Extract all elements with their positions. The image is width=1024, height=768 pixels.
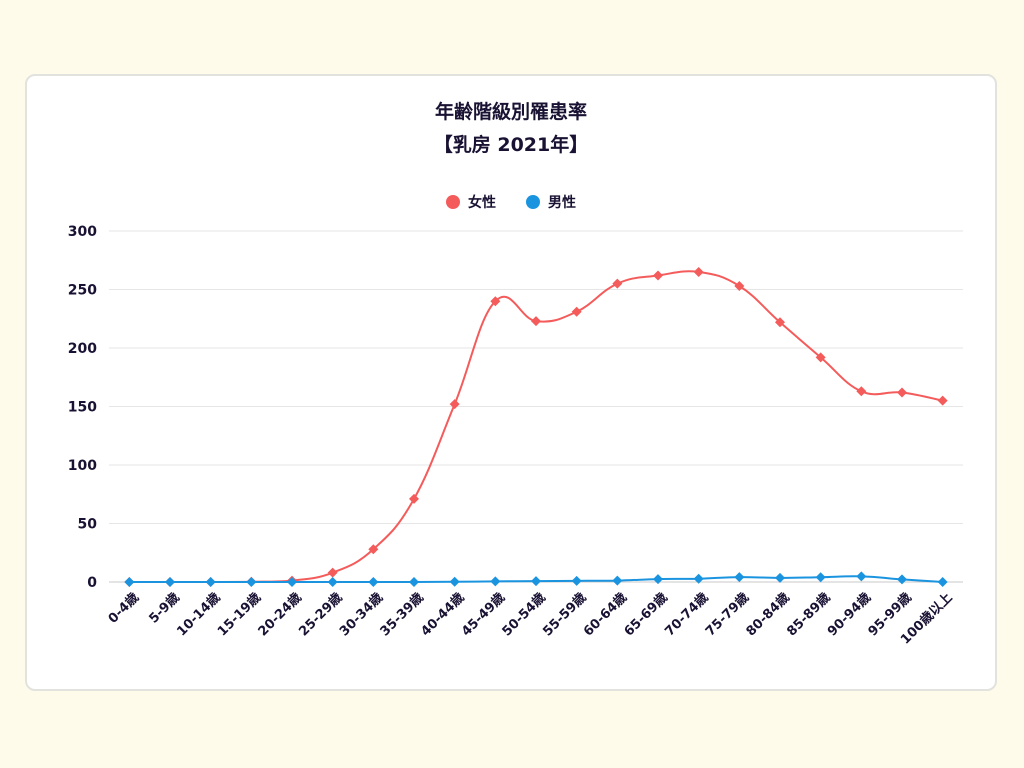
chart-title-line-1: 年齢階級別罹患率 bbox=[434, 101, 587, 123]
data-point-female bbox=[409, 493, 419, 504]
data-point-male bbox=[531, 576, 541, 587]
x-tick-label: 60-64歳 bbox=[580, 590, 630, 640]
x-tick-label: 20-24歳 bbox=[255, 590, 305, 640]
data-point-female bbox=[490, 296, 501, 307]
data-point-male bbox=[815, 572, 826, 583]
chart-legend: 女性 男性 bbox=[27, 192, 995, 212]
data-point-female bbox=[815, 352, 826, 363]
data-point-female bbox=[775, 317, 785, 328]
x-tick-label: 0-4歳 bbox=[105, 590, 142, 627]
y-tick-label: 0 bbox=[87, 575, 97, 591]
x-tick-label: 65-69歳 bbox=[621, 590, 671, 640]
data-point-female bbox=[368, 544, 379, 555]
chart-title-line-2: 【乳房 2021年】 bbox=[433, 134, 589, 156]
y-tick-label: 300 bbox=[68, 224, 97, 240]
data-point-male bbox=[856, 571, 867, 582]
x-tick-label: 50-54歳 bbox=[499, 590, 549, 640]
data-point-male bbox=[409, 577, 419, 587]
line-chart: 0 50 100 150 200 250 300 0-4歳 5-9歳10-14歳15-19歳20… bbox=[68, 224, 963, 648]
x-tick-label: 45-49歳 bbox=[458, 590, 508, 640]
data-point-female bbox=[734, 280, 745, 291]
chart-card: 年齢階級別罹患率 【乳房 2021年】 女性 男性 0 50 100 150 200 25… bbox=[25, 74, 997, 691]
data-point-male bbox=[327, 577, 338, 587]
data-point-female bbox=[612, 278, 623, 289]
data-point-male bbox=[449, 576, 460, 587]
x-tick-label: 5-9歳 bbox=[146, 590, 183, 627]
data-point-male bbox=[490, 576, 501, 587]
x-tick-label: 90-94歳 bbox=[824, 590, 874, 640]
data-point-male bbox=[165, 577, 175, 587]
data-point-female bbox=[653, 270, 663, 281]
legend-item-male[interactable]: 男性 bbox=[526, 192, 576, 212]
data-point-male bbox=[124, 577, 135, 587]
x-tick-label: 10-14歳 bbox=[174, 590, 224, 640]
data-point-male bbox=[205, 577, 216, 587]
x-tick-label: 85-89歳 bbox=[784, 590, 834, 640]
legend-marker-female bbox=[446, 195, 460, 209]
x-tick-label: 35-39歳 bbox=[377, 590, 427, 640]
x-tick-label: 40-44歳 bbox=[418, 590, 468, 640]
data-point-male bbox=[246, 577, 257, 587]
x-tick-label: 30-34歳 bbox=[336, 590, 386, 640]
data-point-male bbox=[653, 574, 663, 585]
data-point-female bbox=[449, 399, 460, 410]
data-point-female bbox=[937, 395, 948, 406]
data-point-female bbox=[571, 306, 582, 317]
data-point-female bbox=[897, 387, 907, 398]
y-tick-label: 250 bbox=[68, 283, 97, 299]
y-tick-label: 50 bbox=[78, 517, 98, 533]
x-tick-label: 70-74歳 bbox=[662, 590, 712, 640]
data-point-male bbox=[734, 572, 745, 583]
data-point-male bbox=[571, 575, 582, 586]
x-tick-label: 55-59歳 bbox=[540, 590, 590, 640]
legend-label-female: 女性 bbox=[468, 195, 496, 211]
data-point-male bbox=[368, 577, 379, 587]
data-point-male bbox=[693, 573, 704, 584]
legend-item-female[interactable]: 女性 bbox=[446, 192, 496, 212]
legend-marker-male bbox=[526, 195, 540, 209]
data-point-male bbox=[775, 572, 785, 583]
data-point-female bbox=[856, 386, 867, 397]
y-tick-label: 100 bbox=[68, 458, 97, 474]
legend-label-male: 男性 bbox=[548, 195, 576, 211]
data-point-female bbox=[327, 567, 338, 578]
data-point-male bbox=[287, 577, 297, 587]
x-tick-label: 15-19歳 bbox=[214, 590, 264, 640]
y-tick-label: 150 bbox=[68, 400, 97, 416]
x-tick-label: 75-79歳 bbox=[702, 590, 752, 640]
x-tick-label: 80-84歳 bbox=[743, 590, 793, 640]
data-point-female bbox=[693, 266, 704, 277]
data-point-male bbox=[937, 577, 948, 587]
data-point-male bbox=[897, 574, 907, 585]
data-point-male bbox=[612, 575, 623, 586]
x-tick-label: 25-29歳 bbox=[296, 590, 346, 640]
data-point-female bbox=[531, 316, 541, 327]
y-tick-label: 200 bbox=[68, 341, 97, 357]
